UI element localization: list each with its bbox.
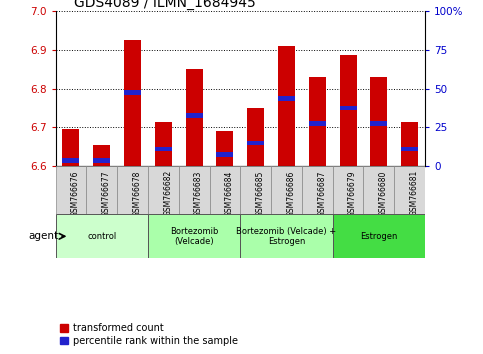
- Bar: [309, 121, 326, 126]
- Text: GSM766686: GSM766686: [286, 170, 296, 217]
- Bar: [148, 214, 241, 258]
- Text: GSM766680: GSM766680: [379, 170, 388, 217]
- Bar: [333, 166, 364, 214]
- Bar: [340, 105, 356, 110]
- Text: control: control: [87, 232, 116, 241]
- Bar: [394, 166, 425, 214]
- Bar: [240, 166, 271, 214]
- Text: GDS4089 / ILMN_1684945: GDS4089 / ILMN_1684945: [74, 0, 256, 10]
- Bar: [210, 166, 240, 214]
- Bar: [216, 152, 233, 157]
- Bar: [155, 122, 172, 166]
- Bar: [155, 147, 172, 151]
- Bar: [364, 166, 394, 214]
- Bar: [179, 166, 210, 214]
- Bar: [93, 145, 110, 166]
- Bar: [117, 166, 148, 214]
- Bar: [370, 77, 387, 166]
- Text: GSM766681: GSM766681: [410, 170, 419, 216]
- Bar: [401, 147, 418, 151]
- Bar: [240, 214, 333, 258]
- Bar: [333, 214, 425, 258]
- Bar: [247, 141, 264, 145]
- Bar: [370, 121, 387, 126]
- Bar: [56, 214, 148, 258]
- Bar: [62, 158, 79, 163]
- Bar: [302, 166, 333, 214]
- Text: GSM766687: GSM766687: [317, 170, 327, 217]
- Bar: [216, 131, 233, 166]
- Text: GSM766683: GSM766683: [194, 170, 203, 217]
- Text: GSM766684: GSM766684: [225, 170, 234, 217]
- Bar: [148, 166, 179, 214]
- Bar: [309, 77, 326, 166]
- Bar: [185, 69, 202, 166]
- Bar: [340, 56, 356, 166]
- Bar: [86, 166, 117, 214]
- Bar: [247, 108, 264, 166]
- Text: GSM766678: GSM766678: [132, 170, 142, 217]
- Text: Bortezomib
(Velcade): Bortezomib (Velcade): [170, 227, 218, 246]
- Bar: [278, 96, 295, 101]
- Bar: [56, 166, 86, 214]
- Text: GSM766677: GSM766677: [102, 170, 111, 217]
- Text: GSM766685: GSM766685: [256, 170, 265, 217]
- Bar: [278, 46, 295, 166]
- Bar: [124, 40, 141, 166]
- Bar: [185, 113, 202, 118]
- Bar: [93, 158, 110, 163]
- Bar: [124, 90, 141, 95]
- Text: GSM766682: GSM766682: [163, 170, 172, 216]
- Bar: [62, 130, 79, 166]
- Text: GSM766676: GSM766676: [71, 170, 80, 217]
- Text: agent: agent: [28, 231, 58, 241]
- Text: Bortezomib (Velcade) +
Estrogen: Bortezomib (Velcade) + Estrogen: [236, 227, 337, 246]
- Text: GSM766679: GSM766679: [348, 170, 357, 217]
- Legend: transformed count, percentile rank within the sample: transformed count, percentile rank withi…: [60, 323, 238, 346]
- Text: Estrogen: Estrogen: [360, 232, 398, 241]
- Bar: [401, 122, 418, 166]
- Bar: [271, 166, 302, 214]
